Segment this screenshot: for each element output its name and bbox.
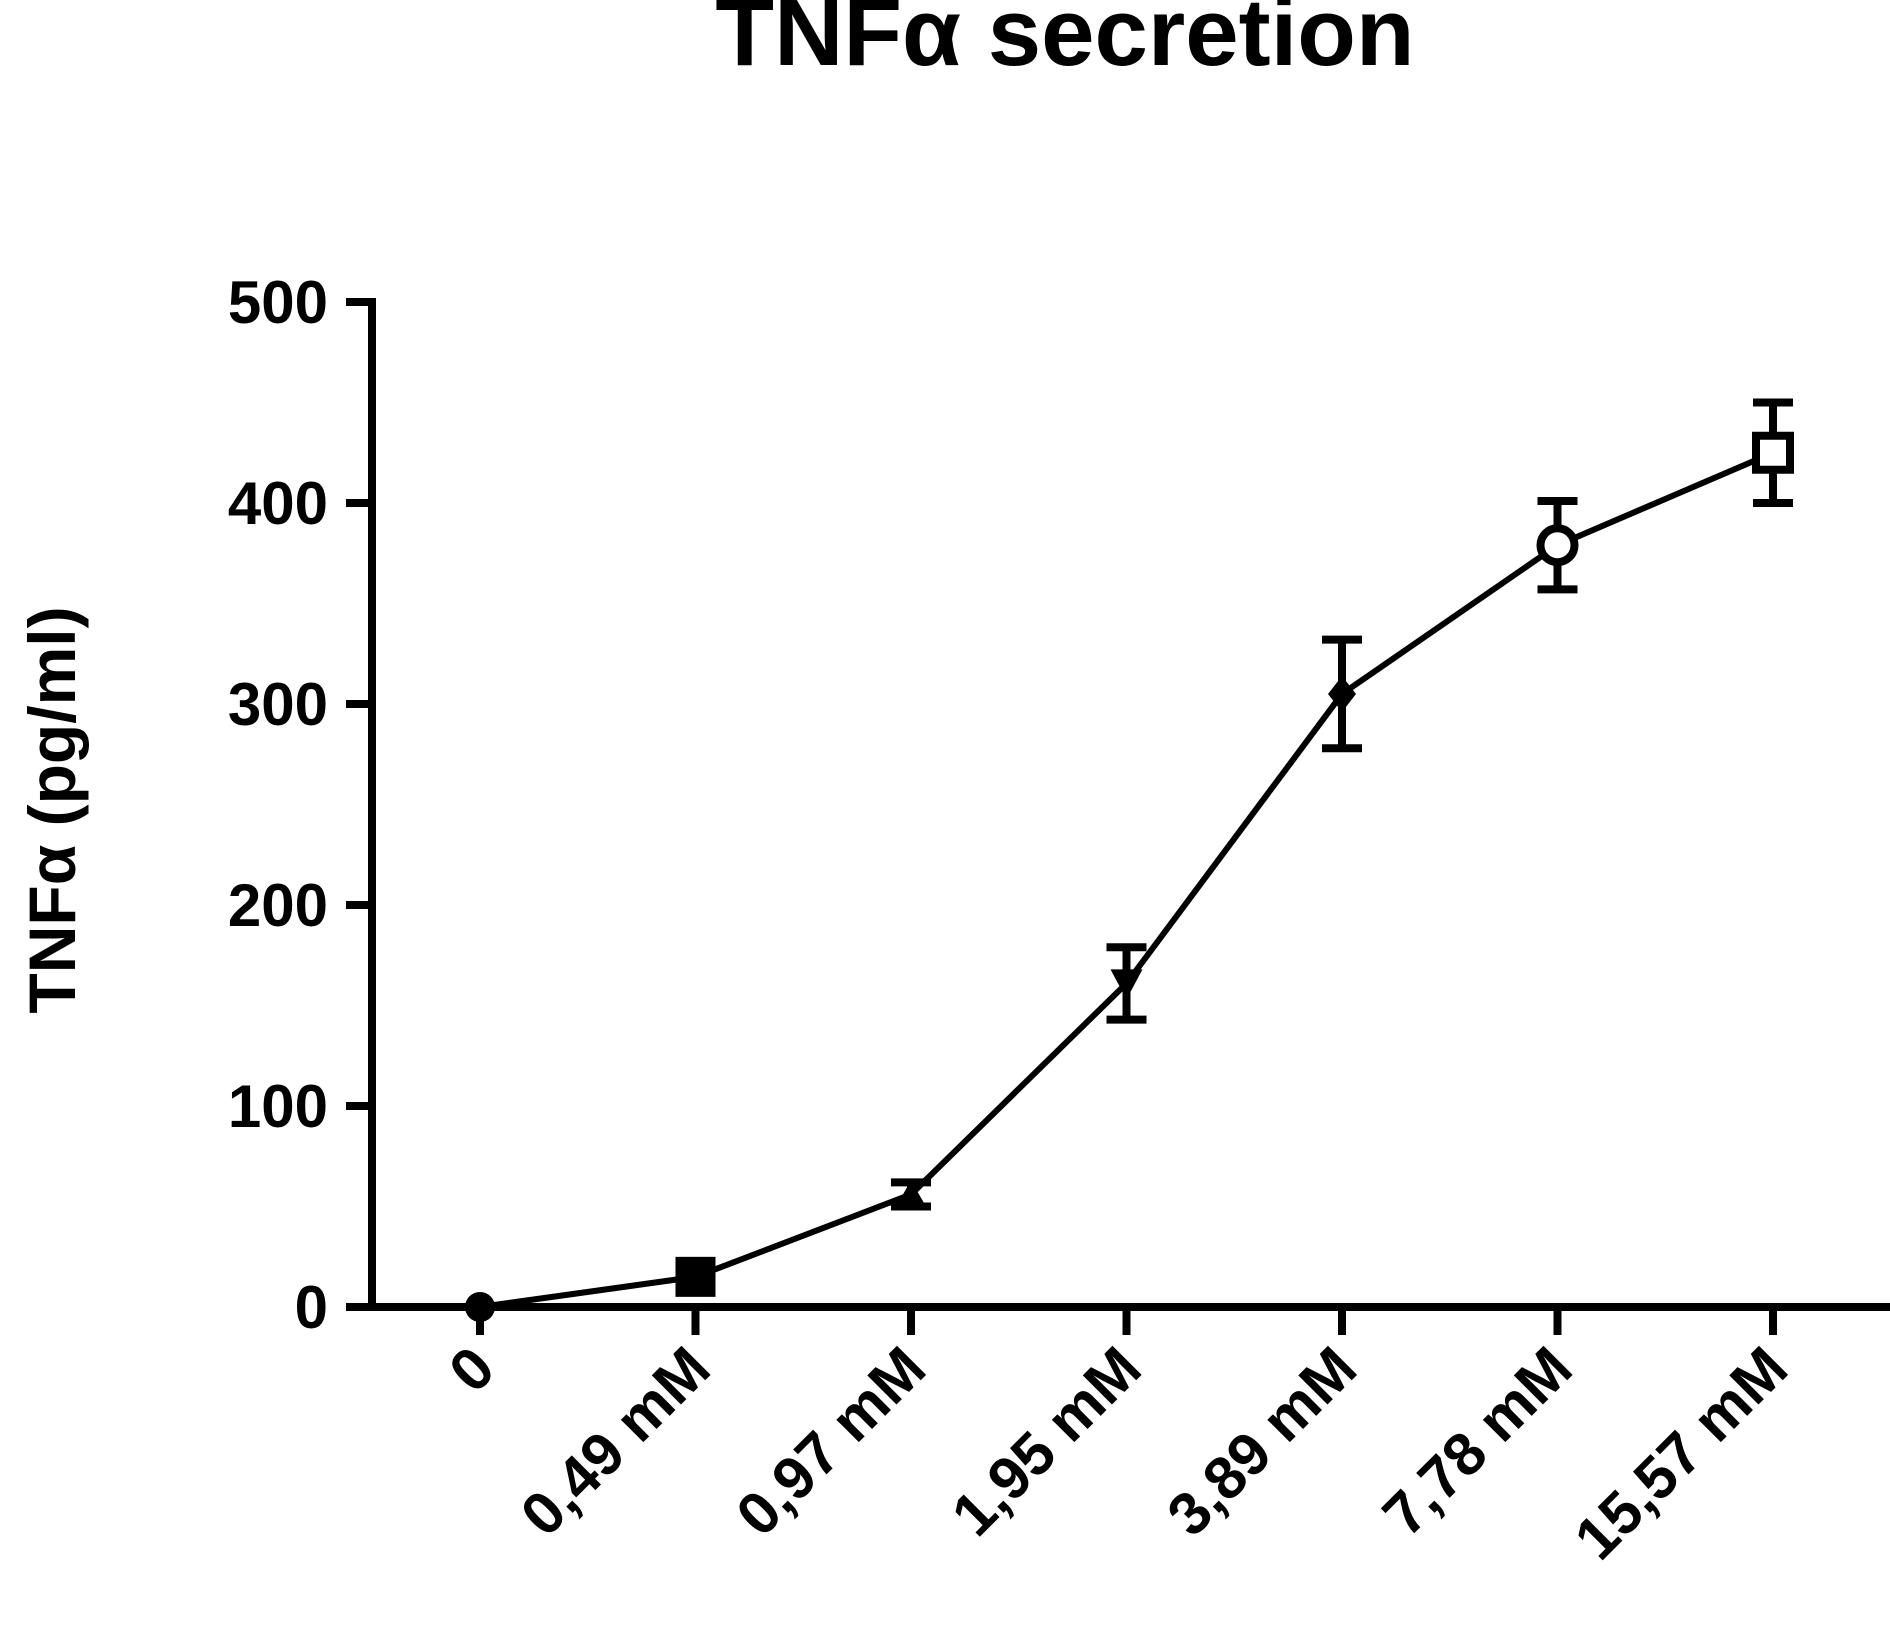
chart-title: TNFα secretion [715, 0, 1414, 86]
y-tick-label: 300 [228, 671, 328, 738]
y-tick-label: 500 [228, 269, 328, 336]
x-tick-label: 3,89 mM [1154, 1334, 1369, 1549]
data-point [675, 1256, 716, 1297]
x-tick-label: 0,97 mM [723, 1334, 938, 1549]
data-point [1328, 675, 1356, 712]
data-point [1536, 524, 1579, 567]
series-line [479, 449, 1775, 1310]
data-point [1752, 431, 1794, 474]
x-tick-label: 0 [436, 1334, 507, 1405]
x-tick-label: 15,57 mM [1562, 1334, 1800, 1572]
y-axis-label: TNFα (pg/ml) [15, 606, 89, 1013]
data-point [465, 1292, 495, 1322]
y-tick-label: 100 [228, 1073, 328, 1140]
y-tick-label: 0 [295, 1274, 328, 1341]
data-point [1110, 969, 1143, 1000]
x-tick-label: 1,95 mM [939, 1334, 1154, 1549]
y-tick-label: 200 [228, 872, 328, 939]
y-tick-label: 400 [228, 470, 328, 537]
x-tick-label: 0,49 mM [508, 1334, 723, 1549]
data-point [896, 1180, 926, 1207]
x-tick-label: 7,78 mM [1370, 1334, 1585, 1549]
